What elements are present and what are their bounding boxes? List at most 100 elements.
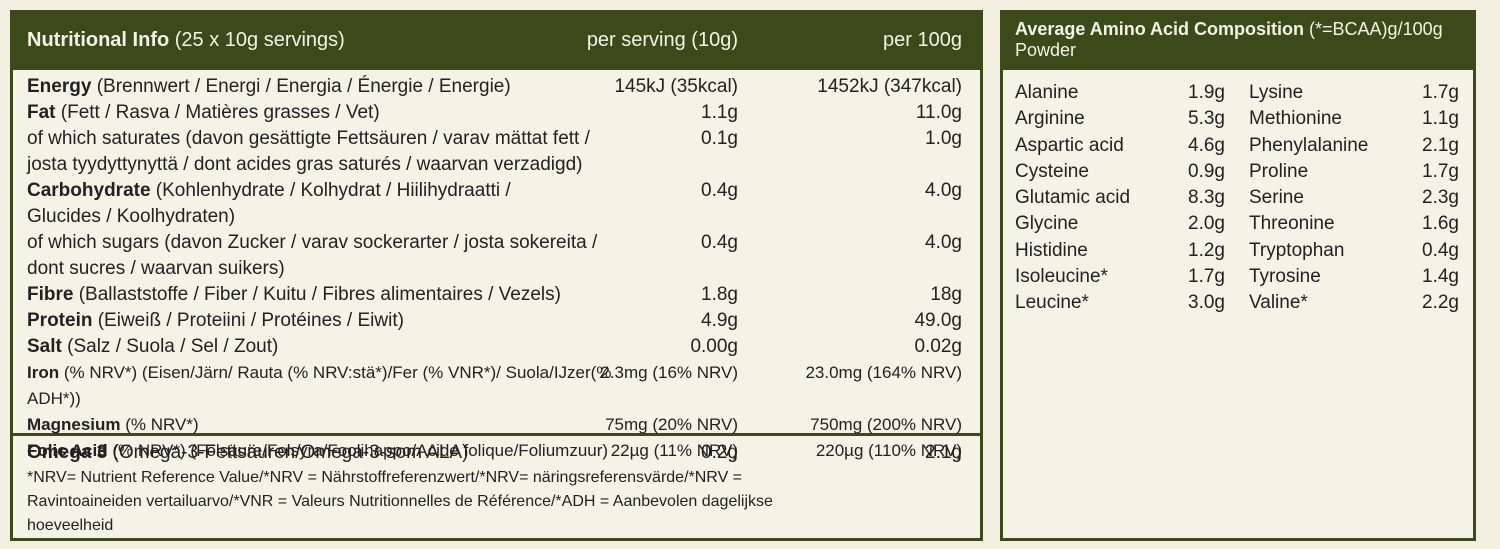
nutrition-row: Carbohydrate (Kohlenhydrate / Kolhydrat … bbox=[13, 178, 980, 204]
nutrient-label: josta tyydyttynyttä / dont acides gras s… bbox=[13, 152, 647, 178]
nutrition-title-bold: Nutritional Info bbox=[27, 28, 170, 51]
omega-section: Omega 3 (Omega-3-Fettsäuren/Omega-3-som … bbox=[13, 436, 980, 538]
amino-acid-value: 1.7g bbox=[1422, 82, 1459, 103]
nutrient-desc: of which sugars (davon Zucker / varav so… bbox=[27, 232, 598, 253]
amino-acid-name: Alanine bbox=[1015, 82, 1079, 103]
amino-acid-name: Histidine bbox=[1015, 239, 1088, 261]
nutrient-desc: (% NRV*) bbox=[120, 415, 199, 434]
amino-acid-name: Arginine bbox=[1015, 108, 1085, 130]
nutrition-row: Energy (Brennwert / Energi / Energia / É… bbox=[13, 74, 980, 100]
nutrition-row: of which saturates (davon gesättigte Fet… bbox=[13, 126, 980, 152]
nutrient-label: dont sucres / waarvan suikers) bbox=[13, 256, 647, 282]
amino-acid-value: 5.3g bbox=[1188, 108, 1225, 130]
per-serving-value: 145kJ (35kcal) bbox=[614, 76, 738, 97]
amino-acid-value: 1.6g bbox=[1422, 213, 1459, 235]
nutrient-desc: dont sucres / waarvan suikers) bbox=[27, 258, 285, 279]
amino-acid-name: Lysine bbox=[1249, 82, 1304, 103]
amino-acid-value: 2.0g bbox=[1188, 213, 1225, 235]
nutrient-label: of which saturates (davon gesättigte Fet… bbox=[13, 126, 647, 152]
amino-acid-value: 1.7g bbox=[1422, 160, 1459, 182]
nutrient-desc: Glucides / Koolhydraten) bbox=[27, 206, 236, 227]
nutrition-row: Fibre (Ballaststoffe / Fiber / Kuitu / F… bbox=[13, 282, 980, 308]
nutrient-desc: (Fett / Rasva / Matières grasses / Vet) bbox=[55, 102, 380, 123]
amino-acid-value: 2.1g bbox=[1422, 134, 1459, 156]
nutrition-row: Protein (Eiweiß / Proteiini / Protéines … bbox=[13, 308, 980, 334]
amino-row: Cysteine 0.9g Proline 1.7g bbox=[1003, 161, 1473, 187]
per-serving-value: 0.00g bbox=[690, 336, 738, 357]
omega-label-bold: Omega 3 bbox=[27, 442, 108, 463]
nutrient-desc: (Eiweiß / Proteiini / Protéines / Eiwit) bbox=[92, 310, 404, 331]
per-serving-value: 1.1g bbox=[701, 102, 738, 123]
amino-acid-name: Proline bbox=[1249, 160, 1309, 182]
nutrition-row: of which sugars (davon Zucker / varav so… bbox=[13, 230, 980, 256]
amino-acid-name: Aspartic acid bbox=[1015, 134, 1124, 156]
amino-row: Glutamic acid 8.3g Serine 2.3g bbox=[1003, 187, 1473, 213]
nutrient-desc: (Kohlenhydrate / Kolhydrat / Hiilihydraa… bbox=[150, 180, 511, 201]
nutrient-label: Folic Acid (% NRV*) (Folsäure/Folsyra/Fo… bbox=[13, 438, 647, 464]
nutrient-desc: (Brennwert / Energi / Energia / Énergie … bbox=[91, 76, 511, 97]
header-divider bbox=[13, 67, 980, 70]
per-100g-value: 1452kJ (347kcal) bbox=[817, 76, 962, 97]
amino-acid-value: 0.4g bbox=[1422, 239, 1459, 261]
amino-row: Glycine 2.0g Threonine 1.6g bbox=[1003, 213, 1473, 239]
nutrient-label: Glucides / Koolhydraten) bbox=[13, 204, 647, 230]
nutrient-label: Protein (Eiweiß / Proteiini / Protéines … bbox=[13, 308, 647, 334]
nutrient-name: Protein bbox=[27, 310, 93, 331]
amino-acid-value: 2.3g bbox=[1422, 187, 1459, 209]
per-serving-value: 2.3mg (16% NRV) bbox=[600, 363, 738, 382]
amino-title-rest: (*=BCAA)g/100g Powder bbox=[1015, 19, 1443, 60]
nutrition-row: Iron (% NRV*) (Eisen/Järn/ Rauta (% NRV:… bbox=[13, 360, 980, 412]
nutrient-label: Energy (Brennwert / Energi / Energia / É… bbox=[13, 74, 647, 100]
amino-acid-name: Methionine bbox=[1249, 108, 1342, 130]
amino-row: Isoleucine* 1.7g Tyrosine 1.4g bbox=[1003, 266, 1473, 292]
per-serving-value: 0.4g bbox=[701, 180, 738, 201]
amino-rows: Alanine 1.9g Lysine 1.7g Arginine 5.3g Methion… bbox=[1003, 70, 1473, 319]
nutrient-desc: (Salz / Suola / Sel / Zout) bbox=[61, 336, 279, 357]
amino-acid-name: Valine* bbox=[1249, 292, 1308, 314]
amino-acid-name: Threonine bbox=[1249, 213, 1335, 235]
omega-label: Omega 3 (Omega-3-Fettsäuren/Omega-3-som … bbox=[13, 440, 647, 466]
amino-acid-name: Glycine bbox=[1015, 213, 1079, 235]
nutrient-desc: josta tyydyttynyttä / dont acides gras s… bbox=[27, 154, 583, 175]
nutrient-label: Carbohydrate (Kohlenhydrate / Kolhydrat … bbox=[13, 178, 647, 204]
nutrient-label: Iron (% NRV*) (Eisen/Järn/ Rauta (% NRV:… bbox=[13, 360, 647, 412]
nutrition-row: Glucides / Koolhydraten) bbox=[13, 204, 980, 230]
nrv-footnote: *NRV= Nutrient Reference Value/*NRV = Nä… bbox=[27, 469, 773, 534]
nutrient-name: Iron bbox=[27, 363, 60, 382]
amino-acid-name: Leucine* bbox=[1015, 292, 1089, 314]
col-per-serving-header: per serving (10g) bbox=[586, 28, 738, 51]
nutrition-panel: Nutritional Info (25 x 10g servings) per… bbox=[10, 10, 983, 541]
per-serving-value: 0.1g bbox=[701, 128, 738, 149]
amino-acid-name: Glutamic acid bbox=[1015, 187, 1131, 209]
nutrient-label: of which sugars (davon Zucker / varav so… bbox=[13, 230, 647, 256]
nutrition-header: Nutritional Info (25 x 10g servings) per… bbox=[13, 13, 980, 67]
amino-row: Aspartic acid 4.6g Phenylalanine 2.1g bbox=[1003, 135, 1473, 161]
nutrition-title-rest: (25 x 10g servings) bbox=[169, 28, 345, 51]
omega-per-serving: 0.2g bbox=[701, 442, 738, 463]
amino-acid-name: Tyrosine bbox=[1249, 266, 1321, 288]
nutrient-desc: of which saturates (davon gesättigte Fet… bbox=[27, 128, 590, 149]
per-serving-value: 0.4g bbox=[701, 232, 738, 253]
nutrient-name: Energy bbox=[27, 76, 92, 97]
nutrient-name: Carbohydrate bbox=[27, 180, 151, 201]
amino-title: Average Amino Acid Composition (*=BCAA)g… bbox=[1015, 19, 1473, 61]
per-serving-value: 4.9g bbox=[701, 310, 738, 331]
per-100g-value: 1.0g bbox=[925, 128, 962, 149]
per-100g-value: 49.0g bbox=[914, 310, 962, 331]
nutrient-name: Fat bbox=[27, 102, 56, 123]
nutrition-row: Fat (Fett / Rasva / Matières grasses / V… bbox=[13, 100, 980, 126]
amino-acid-value: 1.2g bbox=[1188, 239, 1225, 261]
nutrition-row: Folic Acid (% NRV*) (Folsäure/Folsyra/Fo… bbox=[13, 438, 980, 464]
nutrient-label: Fibre (Ballaststoffe / Fiber / Kuitu / F… bbox=[13, 282, 647, 308]
per-100g-value: 23.0mg (164% NRV) bbox=[805, 363, 962, 382]
amino-header-divider bbox=[1003, 67, 1473, 70]
nutrition-rows: Energy (Brennwert / Energi / Energia / É… bbox=[13, 70, 980, 460]
amino-acid-value: 1.4g bbox=[1422, 266, 1459, 288]
col-per-100g-header: per 100g bbox=[883, 28, 962, 51]
amino-acid-name: Isoleucine* bbox=[1015, 266, 1108, 288]
nutrient-name: Magnesium bbox=[27, 415, 121, 434]
nutrient-name: Salt bbox=[27, 336, 62, 357]
nutrient-name: Fibre bbox=[27, 284, 74, 305]
per-100g-value: 11.0g bbox=[915, 102, 962, 123]
amino-acid-value: 1.9g bbox=[1188, 82, 1225, 103]
